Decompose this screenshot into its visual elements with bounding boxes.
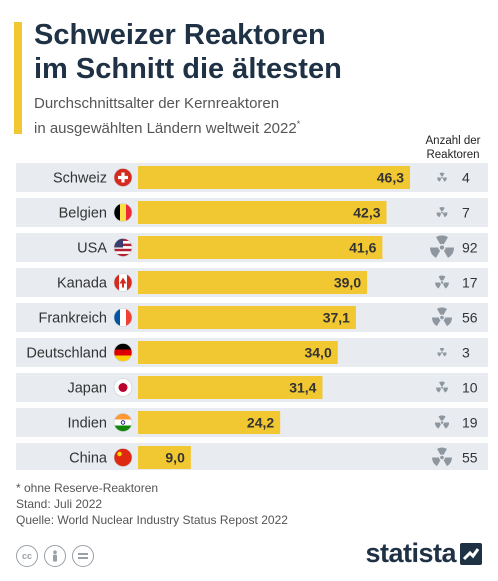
radiation-icon xyxy=(432,447,452,467)
reactor-count: 92 xyxy=(462,240,478,256)
bar xyxy=(138,166,410,189)
footnote-date: Stand: Juli 2022 xyxy=(16,497,103,511)
title-line-1: Schweizer Reaktoren xyxy=(34,19,326,51)
bar xyxy=(138,341,338,364)
count-header-line-1: Anzahl der xyxy=(425,135,481,147)
statista-logo: statista xyxy=(365,538,482,569)
flag-france-icon xyxy=(114,308,132,327)
chart-row: Deutschland 34,0 3 xyxy=(16,338,488,367)
chart-title: Schweizer Reaktoren im Schnitt die ältes… xyxy=(34,18,342,86)
radiation-icon xyxy=(435,275,449,289)
subtitle-footnote-mark: * xyxy=(296,119,301,129)
flag-belgium-icon xyxy=(114,203,132,222)
radiation-icon xyxy=(437,172,447,182)
chart-row: Frankreich 37,1 56 xyxy=(16,303,488,332)
value-label: 34,0 xyxy=(304,345,331,361)
subtitle-line-1: Durchschnittsalter der Kernreaktoren xyxy=(34,95,280,112)
radiation-icon xyxy=(436,207,448,218)
subtitle-line-2: in ausgewählten Ländern weltweit 2022* xyxy=(34,114,300,139)
equals-icon xyxy=(72,545,94,567)
radiation-icon xyxy=(437,347,447,357)
reactor-count: 7 xyxy=(462,205,470,221)
value-label: 9,0 xyxy=(165,450,185,466)
bar xyxy=(138,411,281,434)
chart-row: Indien 24,2 19 xyxy=(16,408,488,437)
title-line-2: im Schnitt die ältesten xyxy=(34,53,342,85)
flag-india-icon xyxy=(114,413,132,432)
value-label: 24,2 xyxy=(247,415,274,431)
bar xyxy=(138,376,323,399)
flag-usa-icon xyxy=(114,238,132,257)
flag-japan-icon xyxy=(114,378,132,397)
value-label: 31,4 xyxy=(289,380,316,396)
radiation-icon xyxy=(430,235,454,258)
reactor-count: 10 xyxy=(462,380,478,396)
chart-row: Belgien 42,3 7 xyxy=(16,198,488,227)
footnote-source: Quelle: World Nuclear Industry Status Re… xyxy=(16,513,288,527)
accent-bar xyxy=(14,22,22,134)
bar xyxy=(138,306,356,329)
footnote-reserve: * ohne Reserve-Reaktoren xyxy=(16,481,159,495)
value-label: 42,3 xyxy=(353,205,380,221)
category-label: China xyxy=(69,451,108,467)
bar-chart: Schweiz 46,3 4 Belgien 42,3 7 USA 41,6 92 Kanada 3… xyxy=(16,163,488,470)
bar xyxy=(138,446,191,469)
value-label: 41,6 xyxy=(349,240,376,256)
chart-subtitle: Durchschnittsalter der Kernreaktoren in … xyxy=(34,94,300,139)
category-label: Belgien xyxy=(59,206,107,222)
count-header-line-2: Reaktoren xyxy=(426,149,480,161)
bar xyxy=(138,236,383,259)
reactor-count: 55 xyxy=(462,450,478,466)
category-label: Japan xyxy=(67,381,107,397)
flag-germany-icon xyxy=(114,343,132,362)
chart-row: China 9,0 55 xyxy=(16,443,488,470)
reactor-count: 17 xyxy=(462,275,478,291)
reactor-count: 3 xyxy=(462,345,470,361)
category-label: Schweiz xyxy=(53,171,107,187)
reactor-count-header: Anzahl der Reaktoren xyxy=(412,134,494,162)
person-icon xyxy=(44,545,66,567)
chart-row: Schweiz 46,3 4 xyxy=(16,163,488,192)
flag-canada-icon xyxy=(114,273,132,292)
radiation-icon xyxy=(436,381,448,393)
license-icons: cc xyxy=(16,545,94,567)
chart-row: Japan 31,4 10 xyxy=(16,373,488,402)
bar xyxy=(138,271,368,294)
reactor-count: 56 xyxy=(462,310,478,326)
chart-row: Kanada 39,0 17 xyxy=(16,268,488,297)
category-label: Deutschland xyxy=(26,346,107,362)
radiation-icon xyxy=(431,307,453,327)
bar xyxy=(138,201,387,224)
value-label: 37,1 xyxy=(323,310,350,326)
reactor-count: 4 xyxy=(462,170,470,186)
flag-switzerland-icon xyxy=(114,168,132,187)
chart-row: USA 41,6 92 xyxy=(16,233,488,262)
value-label: 46,3 xyxy=(377,170,404,186)
category-label: Frankreich xyxy=(39,311,108,327)
radiation-icon xyxy=(434,415,450,429)
subtitle-line-2-text: in ausgewählten Ländern weltweit 2022 xyxy=(34,120,297,137)
statista-mark-icon xyxy=(460,542,482,565)
footnotes: * ohne Reserve-Reaktoren Stand: Juli 202… xyxy=(16,480,288,528)
flag-china-icon xyxy=(114,448,132,467)
cc-icon: cc xyxy=(16,545,38,567)
brand-name: statista xyxy=(365,538,456,568)
category-label: Indien xyxy=(67,416,107,432)
category-label: Kanada xyxy=(57,276,108,292)
reactor-count: 19 xyxy=(462,415,478,431)
row-background xyxy=(16,443,488,470)
value-label: 39,0 xyxy=(334,275,361,291)
category-label: USA xyxy=(77,241,107,257)
